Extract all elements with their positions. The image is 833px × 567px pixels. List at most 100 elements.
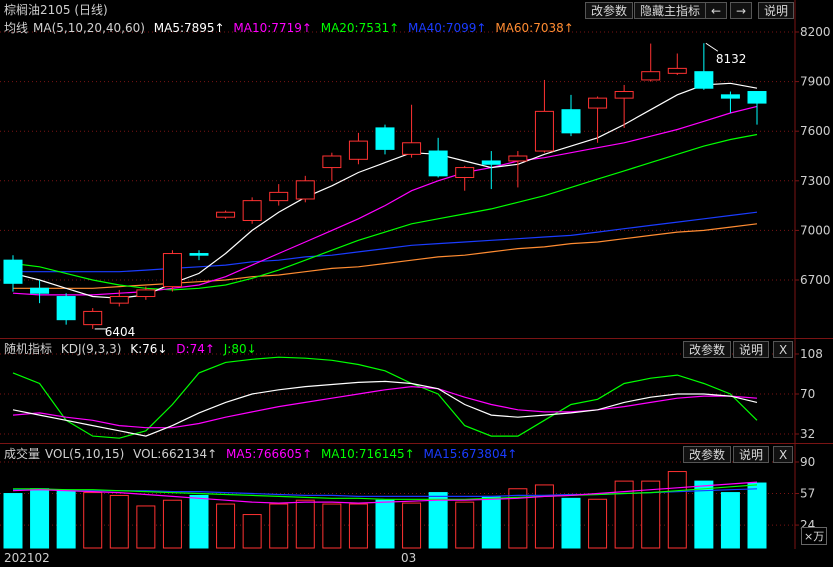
- candle-down: [3, 259, 23, 284]
- vol-ma10-line: [13, 484, 758, 500]
- chart-title: 棕榈油2105 (日线): [4, 3, 108, 17]
- ma5-value: MA5:7895↑: [153, 21, 225, 35]
- volume-bar-down: [481, 495, 501, 549]
- candle-up: [402, 142, 422, 155]
- candle-down: [189, 253, 209, 256]
- volume-bar-down: [375, 499, 395, 549]
- vol-tick-label: 57: [800, 487, 815, 501]
- candle-down: [720, 94, 740, 99]
- price-tick-label: 8200: [800, 25, 831, 39]
- vol-legend-params: VOL(5,10,15): [45, 447, 125, 461]
- kdj-j-line: [12, 356, 758, 439]
- candle-up: [667, 67, 687, 74]
- chart-title-row: 棕榈油2105 (日线): [4, 3, 113, 17]
- annotation-leader: [705, 42, 719, 52]
- kdj-tick-label: 108: [800, 347, 823, 361]
- volume-bar-up: [614, 480, 634, 549]
- volume-bar-up: [216, 503, 236, 549]
- ma5-line: [12, 82, 758, 299]
- candle-up: [588, 97, 608, 109]
- price-tick-label: 7000: [800, 223, 831, 237]
- x-axis-label: 03: [401, 551, 417, 565]
- candle-down: [481, 160, 501, 165]
- candle-up: [455, 167, 475, 178]
- kdj-legend: 随机指标 KDJ(9,3,3) K:76↓ D:74↑ J:80↓: [4, 342, 262, 356]
- volume-bar-up: [534, 484, 554, 549]
- candle-up: [269, 191, 289, 202]
- volume-bar-up: [83, 492, 103, 549]
- volume-bar-down: [3, 493, 23, 549]
- candle-up: [322, 155, 342, 169]
- vol-legend-name: 成交量: [4, 447, 41, 461]
- ma-legend-name: 均线: [4, 21, 29, 35]
- candle-up: [136, 289, 156, 298]
- price-annotation: 8132: [716, 52, 747, 66]
- arrow-left-icon[interactable]: ←: [705, 2, 728, 19]
- ma20-line: [12, 133, 758, 291]
- x-axis-label: 202102: [4, 551, 50, 565]
- candle-up: [614, 91, 634, 99]
- candle-up: [641, 71, 661, 81]
- candle-down: [428, 150, 448, 177]
- kdj-help-button[interactable]: 说明: [733, 341, 770, 358]
- volume-bar-up: [295, 499, 315, 549]
- kdj-plot: 108 70 32: [0, 339, 823, 444]
- vol-ma15-value: MA15:673804↑: [423, 447, 518, 461]
- kdj-panel: 108 70 32 随机指标 KDJ(9,3,3) K:76↓ D:74↑ J:80…: [0, 338, 833, 444]
- candlestick-plot: 8200 7900 7600 7300 7000 6700 6404 8132: [0, 0, 831, 338]
- volume-bar-down: [56, 490, 76, 549]
- kdj-close-icon[interactable]: X: [773, 341, 794, 358]
- candle-down: [30, 287, 50, 294]
- volume-bar-up: [109, 494, 129, 549]
- volume-bar-up: [242, 514, 262, 549]
- volume-panel: 90 57 24 成交量 VOL(5,10,15) VOL:662134↑ MA5:7…: [0, 443, 833, 549]
- volume-bar-up: [508, 488, 528, 549]
- candle-up: [109, 296, 129, 304]
- candle-up: [216, 211, 236, 218]
- candle-up: [534, 110, 554, 152]
- volume-bar-up: [455, 501, 475, 549]
- candle-down: [56, 296, 76, 321]
- kdj-tick-label: 70: [800, 387, 815, 401]
- candle-down: [375, 127, 395, 150]
- volume-bar-up: [162, 499, 182, 549]
- x-axis: 202102 03: [0, 548, 833, 567]
- arrow-right-icon[interactable]: →: [730, 2, 753, 19]
- candle-down: [747, 91, 767, 104]
- ma20-value: MA20:7531↑: [320, 21, 400, 35]
- candle-up: [295, 180, 315, 200]
- volume-bar-down: [720, 492, 740, 549]
- vol-close-icon[interactable]: X: [773, 446, 794, 463]
- volume-bar-down: [428, 492, 448, 549]
- ma40-value: MA40:7099↑: [408, 21, 487, 35]
- kdj-params-button[interactable]: 改参数: [683, 341, 732, 358]
- candle-down: [694, 71, 714, 89]
- price-tick-label: 7300: [800, 174, 831, 188]
- vol-ma5-value: MA5:766605↑: [226, 447, 313, 461]
- unit-toggle-button[interactable]: ×万: [801, 527, 828, 545]
- vol-params-button[interactable]: 改参数: [683, 446, 732, 463]
- help-button[interactable]: 说明: [758, 2, 795, 19]
- volume-bar-up: [322, 503, 342, 549]
- ma60-line: [13, 223, 758, 289]
- vol-ma10-value: MA10:716145↑: [320, 447, 415, 461]
- hide-main-indicator-button[interactable]: 隐藏主指标: [634, 2, 707, 19]
- volume-bar-up: [402, 502, 422, 549]
- kdj-legend-name: 随机指标: [4, 342, 53, 356]
- volume-bar-down: [561, 497, 581, 549]
- price-annotation: 6404: [105, 325, 136, 338]
- kdj-tick-label: 32: [800, 427, 815, 441]
- ma10-value: MA10:7719↑: [233, 21, 312, 35]
- kdj-legend-params: KDJ(9,3,3): [60, 342, 122, 356]
- price-tick-label: 6700: [800, 273, 831, 287]
- vol-ma5-line: [12, 481, 758, 504]
- volume-bar-up: [348, 503, 368, 549]
- candle-up: [83, 310, 103, 326]
- volume-bar-down: [694, 480, 714, 549]
- vol-help-button[interactable]: 说明: [733, 446, 770, 463]
- volume-bar-down: [747, 482, 767, 549]
- volume-bar-down: [30, 488, 50, 549]
- ma-legend: 均线 MA(5,10,20,40,60) MA5:7895↑ MA10:7719↑…: [4, 21, 579, 35]
- params-button[interactable]: 改参数: [585, 2, 634, 19]
